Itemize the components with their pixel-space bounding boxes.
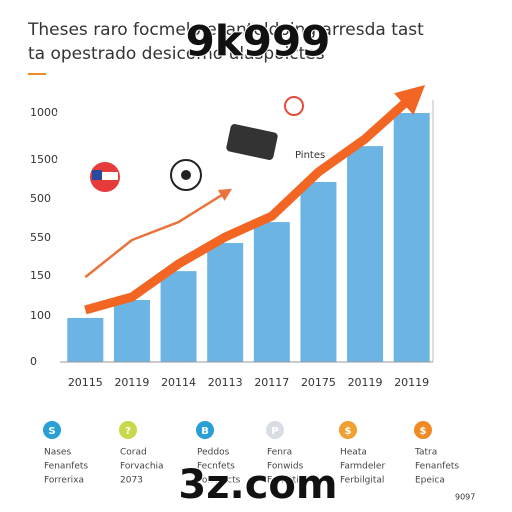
arrow-head [217,188,232,201]
bar [113,299,150,362]
ball-patch [181,170,191,180]
flag-stripe [92,172,118,180]
card-icon [226,124,278,160]
legend-icon [196,421,214,439]
legend-icon [43,421,61,439]
x-tick-label: 20113 [208,376,243,389]
y-tick-label: 150 [30,269,51,282]
legend-text: Forvachia [120,462,164,472]
legend-icon-label: ? [125,426,131,437]
arrow-head [394,85,426,115]
legend-text: Forresicts [197,476,241,486]
trend-line [84,93,415,315]
legend-icon-label: B [201,426,209,437]
legend-icon [119,421,137,439]
flag-canton [92,170,102,180]
x-tick-label: 20119 [114,376,149,389]
legend-icon-label: $ [345,426,352,437]
y-tick-label: 1000 [30,106,58,119]
legend-icon-label: $ [420,426,427,437]
legend-text: Peddos [197,448,230,458]
bar [253,222,290,362]
legend-icon [339,421,357,439]
legend-text: Corad [120,448,147,458]
legend-text: Fonwids [267,462,304,472]
legend-text: Forrerixa [44,476,84,486]
y-tick-label: 1500 [30,153,58,166]
bar [207,242,244,362]
bar [393,113,430,362]
bar [67,317,104,362]
watermark: 3z.com [178,462,337,508]
annotation: Pintes [295,150,325,161]
chart-title: Theses raro focmelo esanteldoing arresda… [27,20,424,40]
legend-icon-label: P [271,426,278,437]
legend-text: Fecnfets [197,462,235,472]
y-tick-label: 100 [30,309,51,322]
legend-icon [266,421,284,439]
legend-text: Fenanfets [415,462,459,472]
x-tick-label: 20119 [348,376,383,389]
watermark: 9k999 [186,17,331,66]
x-tick-label: 20117 [254,376,289,389]
legend-text: Tatra [414,448,437,458]
trend-line [84,191,226,279]
legend-text: Ferbilgital [340,476,384,486]
bar [160,271,197,362]
legend-text: Farmdeler [340,462,385,472]
badge-icon [284,96,304,116]
y-tick-label: 500 [30,192,51,205]
legend-text: Foriettia [267,476,304,486]
x-tick-label: 20119 [394,376,429,389]
x-tick-label: 20115 [68,376,103,389]
chart-subtitle: ta opestrado desicomo ulaspoictes [28,44,325,64]
bar [347,146,384,362]
legend-icon-label: S [48,426,55,437]
legend-text: Fenanfets [44,462,88,472]
y-tick-label: 0 [30,355,37,368]
x-tick-label: 20175 [301,376,336,389]
legend-text: 2073 [120,476,143,486]
decor-icons [90,96,304,192]
legend-text: Heata [340,448,367,458]
legend-text: Fenra [267,448,292,458]
bar [300,181,337,362]
legend-text: Nases [44,448,71,458]
y-tick-label: 550 [30,231,51,244]
footer: 9097 [455,493,475,502]
x-tick-label: 20114 [161,376,196,389]
legend-icon [414,421,432,439]
legend-text: Epeica [415,476,445,486]
